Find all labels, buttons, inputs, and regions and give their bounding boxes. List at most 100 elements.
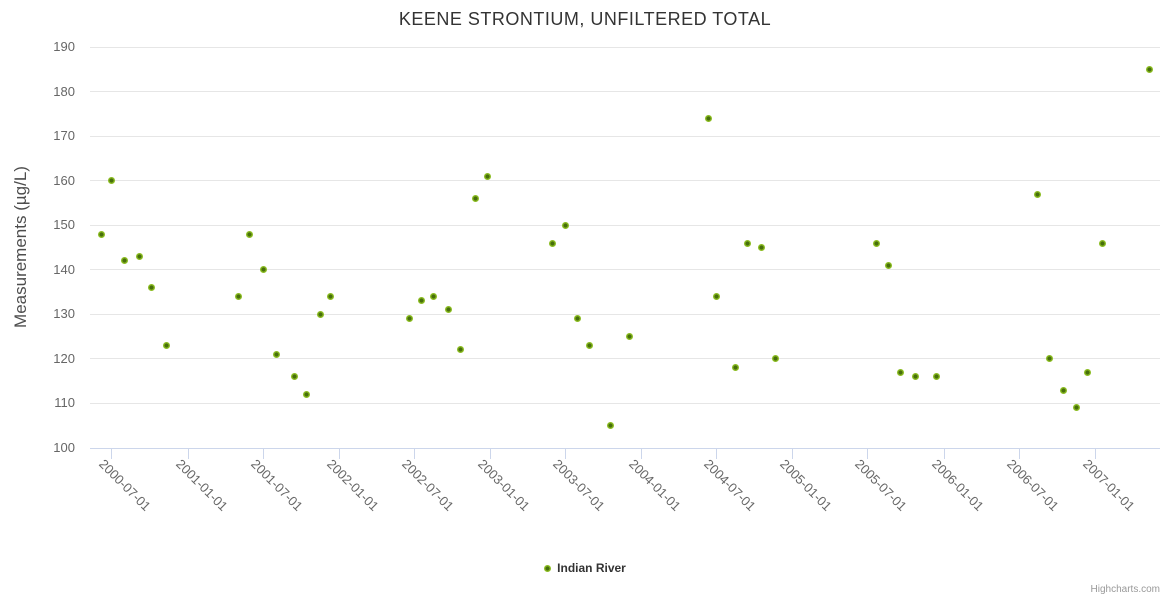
- x-axis-tick: [716, 449, 718, 459]
- data-point[interactable]: [606, 422, 614, 430]
- x-axis-label: 2000-07-01: [96, 456, 155, 514]
- x-axis-label: 2003-07-01: [550, 456, 608, 514]
- data-point[interactable]: [162, 342, 170, 350]
- x-axis-tick: [413, 449, 415, 459]
- data-point[interactable]: [445, 306, 453, 314]
- x-axis-label: 2007-01-01: [1080, 456, 1138, 514]
- x-axis-label: 2001-01-01: [172, 456, 231, 514]
- y-gridline: [90, 135, 1160, 137]
- data-point[interactable]: [1072, 404, 1080, 412]
- data-point[interactable]: [932, 373, 940, 381]
- x-axis-tick: [943, 449, 945, 459]
- data-point[interactable]: [430, 293, 438, 300]
- data-point[interactable]: [1033, 190, 1041, 198]
- y-axis-label: 150: [53, 217, 75, 233]
- data-point[interactable]: [234, 293, 242, 300]
- data-point[interactable]: [713, 293, 721, 300]
- data-point[interactable]: [625, 333, 633, 341]
- highcharts-credits-link[interactable]: Highcharts.com: [1090, 584, 1160, 595]
- x-axis-line: [90, 448, 1160, 449]
- y-axis-label: 190: [53, 39, 75, 54]
- data-point[interactable]: [406, 315, 414, 323]
- y-gridline: [90, 91, 1160, 93]
- data-point[interactable]: [758, 244, 766, 251]
- x-axis-label: 2003-01-01: [475, 456, 533, 514]
- data-point[interactable]: [136, 252, 144, 260]
- y-gridline: [90, 180, 1160, 182]
- y-axis-title: Measurements (µg/L): [11, 166, 30, 328]
- x-axis-tick: [564, 449, 566, 459]
- data-point[interactable]: [896, 368, 904, 376]
- y-axis-label: 160: [53, 172, 75, 188]
- data-point[interactable]: [574, 315, 582, 323]
- data-point[interactable]: [108, 177, 116, 185]
- data-point[interactable]: [884, 261, 892, 269]
- chart-title: KEENE STRONTIUM, UNFILTERED TOTAL: [398, 9, 772, 29]
- data-point[interactable]: [326, 293, 334, 300]
- data-point[interactable]: [1059, 386, 1067, 394]
- x-axis-tick: [187, 449, 189, 459]
- y-gridline: [90, 46, 1160, 48]
- data-point[interactable]: [585, 342, 593, 350]
- data-point[interactable]: [273, 350, 281, 358]
- data-point[interactable]: [260, 266, 268, 274]
- legend: Indian River: [0, 561, 1170, 575]
- y-gridline: [90, 269, 1160, 271]
- x-axis-tick: [262, 449, 264, 459]
- x-axis-tick: [1018, 449, 1020, 459]
- x-axis-label: 2002-07-01: [398, 456, 457, 514]
- data-point[interactable]: [484, 172, 492, 180]
- y-axis-label: 140: [53, 261, 75, 277]
- x-axis-tick: [792, 449, 794, 459]
- data-point[interactable]: [1045, 355, 1053, 363]
- data-point[interactable]: [317, 310, 325, 318]
- legend-marker-icon: [544, 564, 552, 572]
- y-gridline: [90, 313, 1160, 315]
- y-gridline: [90, 402, 1160, 404]
- y-axis-label: 130: [53, 306, 75, 322]
- data-point[interactable]: [147, 284, 155, 292]
- data-point[interactable]: [245, 230, 253, 238]
- y-axis-label: 180: [53, 83, 75, 99]
- data-point[interactable]: [562, 221, 570, 229]
- x-axis-label: 2006-01-01: [928, 456, 987, 514]
- x-axis-label: 2002-01-01: [323, 456, 382, 514]
- x-axis-label: 2006-07-01: [1003, 456, 1062, 514]
- y-gridline: [90, 224, 1160, 226]
- data-point[interactable]: [1083, 368, 1091, 376]
- x-axis-tick: [1094, 449, 1096, 459]
- data-point[interactable]: [418, 297, 426, 305]
- y-axis-label: 110: [54, 395, 75, 411]
- data-point[interactable]: [472, 194, 480, 202]
- data-point[interactable]: [97, 230, 105, 238]
- x-axis-label: 2001-07-01: [247, 456, 306, 514]
- y-axis-label: 120: [53, 350, 75, 366]
- data-point[interactable]: [704, 114, 712, 122]
- x-axis-label: 2004-01-01: [626, 456, 684, 514]
- x-axis-label: 2005-01-01: [777, 456, 836, 514]
- data-point[interactable]: [302, 391, 310, 399]
- data-point[interactable]: [457, 346, 465, 354]
- data-point[interactable]: [743, 239, 751, 247]
- y-axis-label: 170: [53, 128, 75, 144]
- y-axis-label: 100: [53, 440, 75, 455]
- data-point[interactable]: [120, 257, 128, 265]
- legend-label: Indian River: [557, 561, 626, 575]
- data-point[interactable]: [290, 373, 298, 381]
- x-axis-label: 2004-07-01: [701, 456, 760, 514]
- data-point[interactable]: [911, 373, 919, 381]
- x-axis-tick: [111, 449, 113, 459]
- legend-item-indian-river[interactable]: Indian River: [544, 561, 626, 575]
- data-point[interactable]: [1146, 65, 1154, 73]
- data-point[interactable]: [771, 355, 779, 363]
- x-axis-tick: [489, 449, 491, 459]
- data-point[interactable]: [732, 364, 740, 372]
- data-point[interactable]: [549, 239, 557, 247]
- x-axis-tick: [641, 449, 643, 459]
- x-axis-tick: [338, 449, 340, 459]
- y-gridline: [90, 358, 1160, 360]
- data-point[interactable]: [873, 239, 881, 247]
- data-point[interactable]: [1098, 239, 1106, 247]
- x-axis-tick: [867, 449, 869, 459]
